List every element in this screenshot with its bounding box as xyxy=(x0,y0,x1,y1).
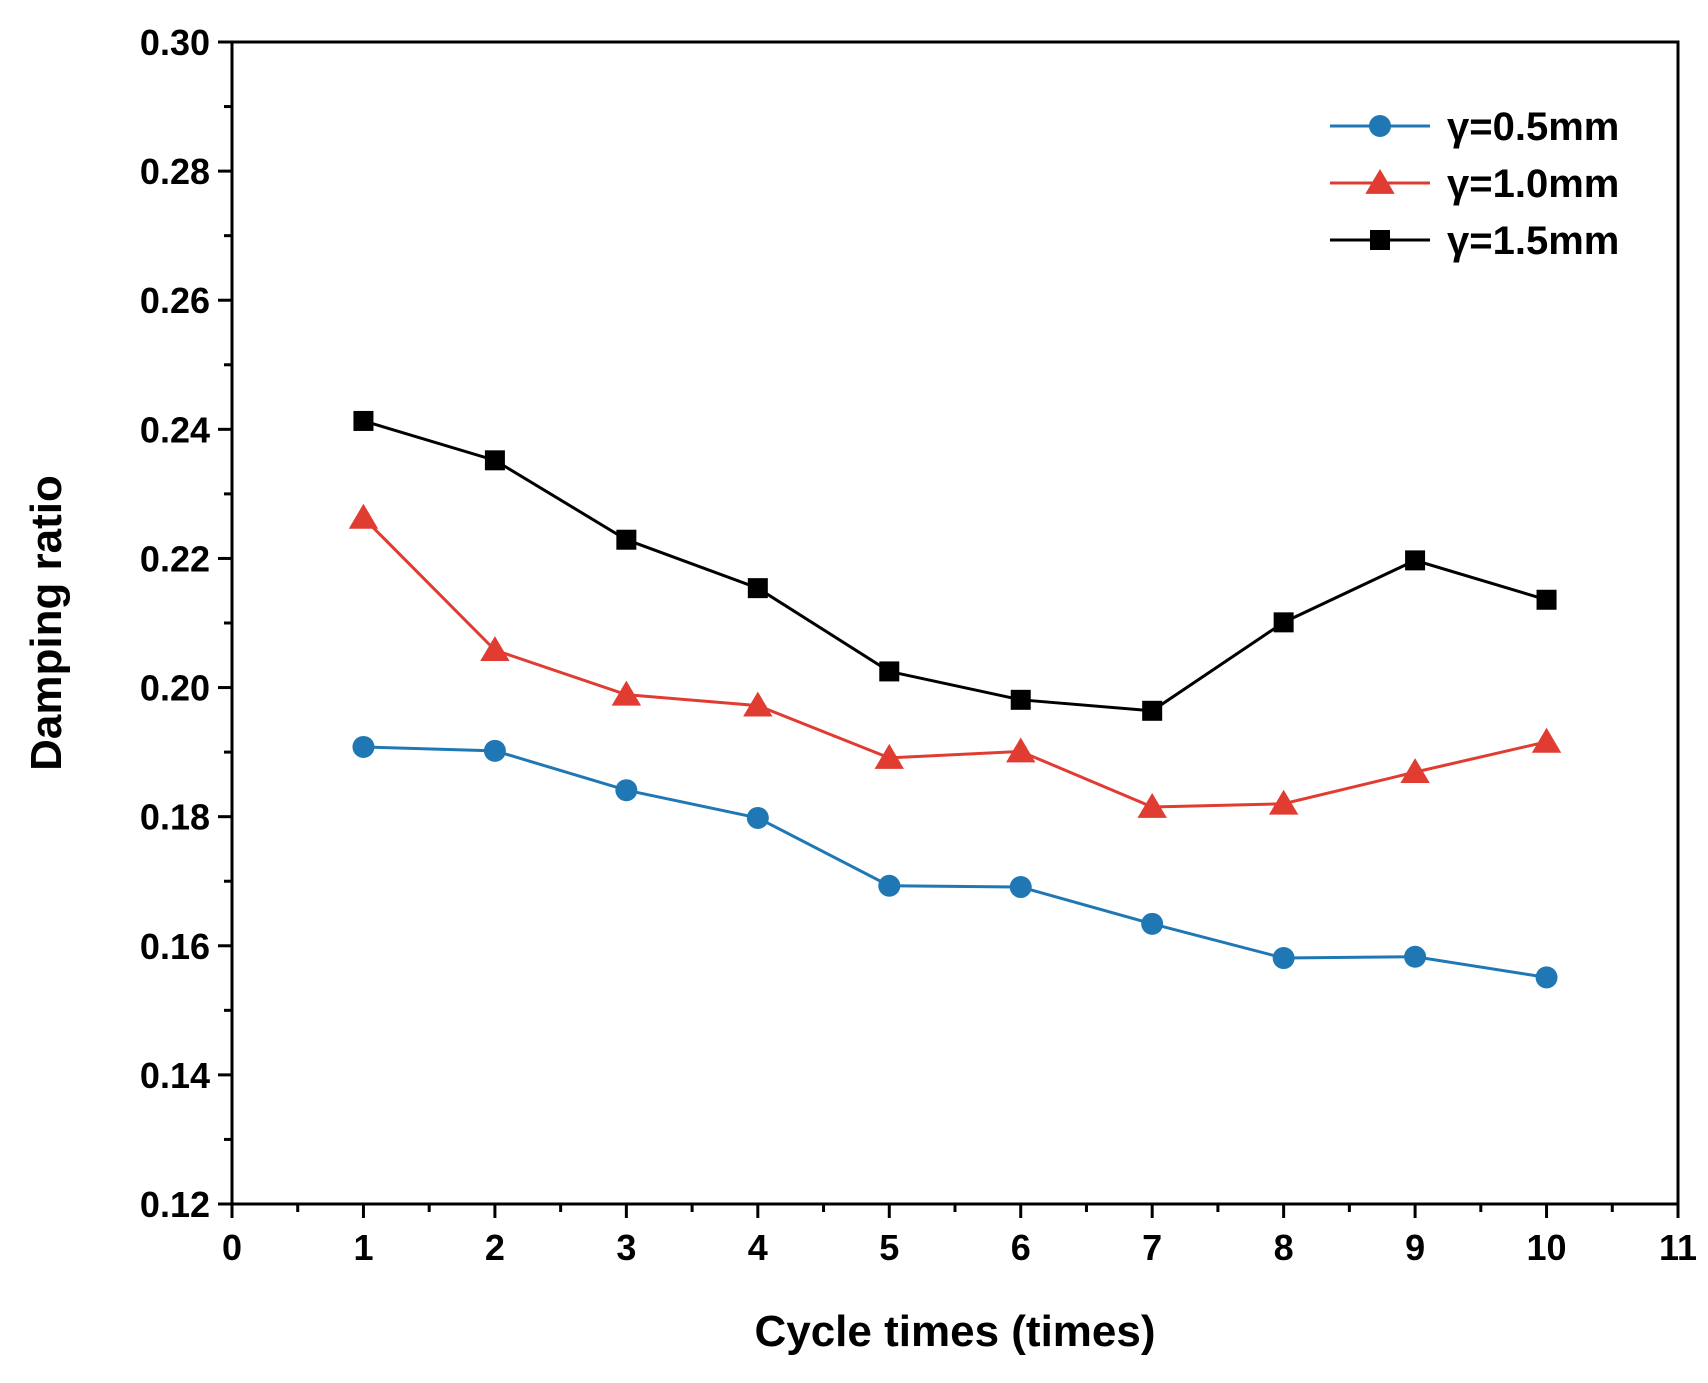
series-line xyxy=(362,516,1547,809)
data-point xyxy=(348,503,379,529)
data-point xyxy=(878,874,901,897)
y-tick-label: 0.16 xyxy=(140,926,210,967)
x-tick-label: 2 xyxy=(485,1227,505,1268)
series-2 xyxy=(348,503,1562,818)
x-tick-label: 6 xyxy=(1011,1227,1031,1268)
data-point xyxy=(879,661,900,682)
data-point xyxy=(480,636,510,662)
data-point xyxy=(615,779,638,802)
x-tick-label: 1 xyxy=(353,1227,373,1268)
x-tick-label: 5 xyxy=(879,1227,899,1268)
data-point xyxy=(1137,792,1167,818)
series-line xyxy=(363,419,1547,713)
data-point xyxy=(1405,550,1426,571)
data-point xyxy=(1273,612,1294,633)
data-point xyxy=(1142,700,1163,721)
data-point xyxy=(616,529,637,550)
legend-entry: γ=0.5mm xyxy=(1330,105,1619,149)
y-tick-label: 0.12 xyxy=(140,1184,210,1225)
data-point xyxy=(874,743,904,769)
y-tick-label: 0.26 xyxy=(140,280,210,321)
x-tick-label: 3 xyxy=(616,1227,636,1268)
data-point xyxy=(484,450,505,471)
series-layer xyxy=(348,410,1562,989)
data-point xyxy=(353,410,374,431)
data-point xyxy=(483,739,506,762)
legend-marker xyxy=(1369,115,1391,137)
x-tick-label: 11 xyxy=(1659,1227,1697,1268)
x-axis-title: Cycle times (times) xyxy=(754,1307,1155,1356)
y-tick-label: 0.30 xyxy=(140,22,210,63)
x-tick-label: 8 xyxy=(1274,1227,1294,1268)
legend-marker xyxy=(1370,230,1390,250)
data-point xyxy=(1006,737,1036,763)
y-tick-label: 0.28 xyxy=(140,151,210,192)
x-tick-label: 0 xyxy=(222,1227,242,1268)
data-point xyxy=(747,578,768,599)
data-point xyxy=(1400,758,1430,784)
legend-entry: γ=1.5mm xyxy=(1330,219,1619,263)
series-line xyxy=(363,745,1547,979)
x-tick-labels: 0 1 2 3 4 5 6 7 8 9 10 11 xyxy=(222,1227,1697,1268)
x-tick-label: 7 xyxy=(1142,1227,1162,1268)
series-3 xyxy=(353,410,1557,721)
data-point xyxy=(746,806,769,829)
y-tick-label: 0.22 xyxy=(140,538,210,579)
legend-marker xyxy=(1365,169,1395,194)
data-point xyxy=(1531,727,1562,753)
y-tick-labels: 0.12 0.14 0.16 0.18 0.20 0.22 0.24 0.26 0.28 0.30 xyxy=(140,22,210,1225)
plot-frame xyxy=(230,40,1680,1206)
legend: γ=0.5mm γ=1.0mm γ=1.5mm xyxy=(1330,105,1619,263)
data-point xyxy=(1009,876,1032,899)
x-tick-label: 9 xyxy=(1405,1227,1425,1268)
data-point xyxy=(1010,689,1031,710)
data-point xyxy=(352,735,375,758)
series-1 xyxy=(352,735,1558,989)
x-tick-label: 4 xyxy=(748,1227,768,1268)
legend-label: γ=1.0mm xyxy=(1447,162,1619,206)
data-point xyxy=(1141,912,1164,935)
data-point xyxy=(1535,966,1558,989)
legend-label: γ=0.5mm xyxy=(1447,105,1619,149)
legend-entry: γ=1.0mm xyxy=(1330,162,1619,206)
y-axis-title: Damping ratio xyxy=(22,475,71,771)
data-point xyxy=(1536,589,1557,610)
x-tick-label: 10 xyxy=(1527,1227,1567,1268)
y-tick-label: 0.14 xyxy=(140,1055,210,1096)
legend-label: γ=1.5mm xyxy=(1447,219,1619,263)
y-tick-label: 0.24 xyxy=(140,409,210,450)
y-tick-label: 0.18 xyxy=(140,797,210,838)
data-point xyxy=(1268,789,1299,815)
data-point xyxy=(611,680,642,706)
data-point xyxy=(743,691,773,717)
data-point xyxy=(1404,945,1427,968)
y-tick-label: 0.20 xyxy=(140,668,210,709)
data-point xyxy=(1272,947,1295,970)
